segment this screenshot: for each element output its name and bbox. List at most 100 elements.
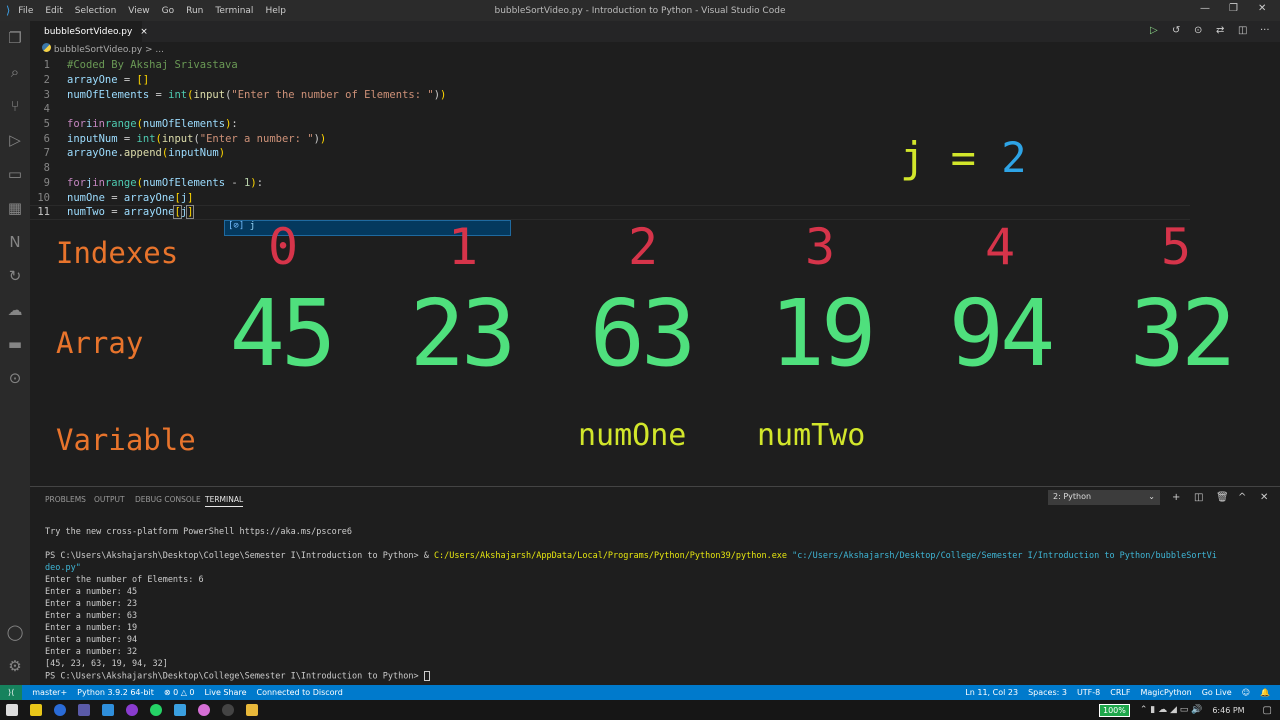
split-editor-icon[interactable]: ◫: [1238, 25, 1248, 36]
code-line: 1 #Coded By Akshaj Srivastava: [43, 59, 238, 72]
menu-file[interactable]: File: [18, 5, 34, 16]
go-live-icon[interactable]: ↺: [1172, 25, 1181, 36]
cursor-position[interactable]: Ln 11, Col 23: [965, 688, 1019, 697]
array-value-5: 32: [1129, 280, 1237, 387]
breadcrumb[interactable]: bubbleSortVideo.py > ...: [42, 43, 164, 55]
indentation[interactable]: Spaces: 3: [1028, 688, 1067, 697]
battery-indicator[interactable]: 100%: [1099, 703, 1130, 717]
num-two-label: numTwo: [757, 418, 866, 453]
go-live[interactable]: Go Live: [1201, 688, 1232, 697]
more-actions-icon[interactable]: ···: [1260, 25, 1270, 36]
equals-sign: =: [950, 133, 976, 182]
account-icon[interactable]: ◯: [6, 623, 24, 641]
tab-terminal[interactable]: TERMINAL: [205, 495, 244, 507]
menu-terminal[interactable]: Terminal: [215, 5, 254, 16]
maximize-button[interactable]: ❐: [1229, 3, 1238, 14]
n2-icon[interactable]: N: [9, 233, 21, 251]
obs-icon[interactable]: [222, 704, 234, 716]
remote-icon[interactable]: ⟩⟨: [0, 685, 23, 700]
feedback-icon[interactable]: ☺: [1241, 688, 1251, 697]
close-window-button[interactable]: ✕: [1258, 3, 1267, 14]
menu-view[interactable]: View: [128, 5, 150, 16]
code-line: 4: [43, 103, 50, 116]
menu-go[interactable]: Go: [161, 5, 175, 16]
language-mode[interactable]: MagicPython: [1140, 688, 1192, 697]
code-line: 7 arrayOne. append(inputNum): [43, 147, 226, 160]
system-tray-icons[interactable]: ⌃ ▮ ☁ ◢ ▭ 🔊: [1139, 705, 1203, 715]
cursor: [423, 671, 430, 681]
index-3: 3: [804, 218, 836, 276]
terminal-select-value: 2: Python: [1053, 492, 1092, 501]
terminal-line: Enter a number: 23: [45, 599, 138, 609]
itunes-icon[interactable]: [198, 704, 210, 716]
source-control-icon[interactable]: ⑂: [10, 97, 20, 115]
compare-icon[interactable]: ⇄: [1216, 25, 1225, 36]
extensions-icon[interactable]: ▦: [7, 199, 23, 217]
remote-explorer-icon[interactable]: ▭: [7, 165, 23, 183]
code-line: 3 numOfElements = int(input("Enter the nu…: [43, 88, 447, 101]
sticky-notes-icon[interactable]: [30, 704, 42, 716]
clock[interactable]: 6:46 PM: [1212, 705, 1245, 715]
menu-bar: File Edit Selection View Go Run Terminal Help: [18, 6, 298, 16]
live-share[interactable]: Live Share: [204, 688, 247, 697]
notifications-icon[interactable]: 🔔: [1260, 688, 1270, 697]
python-file-icon: [42, 43, 51, 52]
terminal-select[interactable]: 2: Python ⌄: [1048, 490, 1160, 505]
timeline-icon[interactable]: ⊙: [1194, 25, 1203, 36]
index-5: 5: [1160, 218, 1192, 276]
array-value-4: 94: [948, 280, 1056, 387]
windows-start-icon[interactable]: [6, 704, 18, 716]
indexes-label: Indexes: [56, 236, 179, 270]
menu-help[interactable]: Help: [265, 5, 286, 16]
index-4: 4: [984, 218, 1016, 276]
terminal-line: Try the new cross-platform PowerShell ht…: [45, 527, 353, 537]
git-branch[interactable]: master+: [32, 688, 68, 697]
settings-gear-icon[interactable]: ⚙: [8, 657, 22, 675]
app-icon[interactable]: [78, 704, 90, 716]
terminal-output[interactable]: Try the new cross-platform PowerShell ht…: [45, 527, 1217, 683]
index-1: 1: [447, 218, 479, 276]
tab-output[interactable]: OUTPUT: [94, 495, 125, 504]
search-icon[interactable]: ⌕: [10, 63, 20, 81]
phone-icon[interactable]: [174, 704, 186, 716]
python-interpreter[interactable]: Python 3.9.2 64-bit: [77, 688, 154, 697]
run-file-icon[interactable]: ▷: [1150, 25, 1158, 36]
autocomplete-suggestion[interactable]: [⊘] j: [224, 220, 511, 236]
split-terminal-icon[interactable]: ◫: [1194, 492, 1204, 503]
firefox-icon[interactable]: [54, 704, 66, 716]
close-tab-icon[interactable]: ×: [140, 26, 148, 37]
code-line: 6 inputNum = int(input("Enter a number: …: [43, 132, 327, 145]
code-line: 2 arrayOne = []: [43, 74, 150, 87]
menu-selection[interactable]: Selection: [74, 5, 117, 16]
folder-icon[interactable]: ▬: [7, 335, 23, 353]
terminal-line: [45, 23, 63, 19, 94, 32]: [45, 659, 168, 669]
close-panel-icon[interactable]: ✕: [1260, 492, 1269, 503]
action-center-icon[interactable]: ▢: [1262, 704, 1272, 716]
minimize-button[interactable]: —: [1200, 3, 1210, 14]
maximize-panel-icon[interactable]: ^: [1238, 492, 1247, 503]
explorer-icon[interactable]: ❐: [8, 29, 22, 47]
tab-debug-console[interactable]: DEBUG CONSOLE: [135, 495, 201, 504]
file-explorer-icon[interactable]: [246, 704, 258, 716]
docker-icon[interactable]: ☁: [7, 301, 23, 319]
terminal-line: deo.py": [45, 563, 81, 573]
line-ending[interactable]: CRLF: [1110, 688, 1131, 697]
discord-status[interactable]: Connected to Discord: [256, 688, 343, 697]
live-share-icon[interactable]: ↻: [8, 267, 22, 285]
menu-edit[interactable]: Edit: [45, 5, 63, 16]
timeline-icon[interactable]: ⊙: [8, 369, 22, 387]
vscode-icon[interactable]: [102, 704, 114, 716]
menu-run[interactable]: Run: [186, 5, 204, 16]
code-editor[interactable]: 1 #Coded By Akshaj Srivastava 2 arrayOne =…: [30, 58, 1190, 220]
tab-bubblesortvideo[interactable]: bubbleSortVideo.py ×: [30, 21, 148, 42]
chevron-down-icon: ⌄: [1148, 492, 1155, 501]
problems-count[interactable]: ⊗ 0 △ 0: [163, 688, 195, 697]
run-debug-icon[interactable]: ▷: [9, 131, 21, 149]
tab-problems[interactable]: PROBLEMS: [45, 495, 86, 504]
new-terminal-icon[interactable]: +: [1172, 492, 1181, 503]
whatsapp-icon[interactable]: [150, 704, 162, 716]
variable-icon: [⊘]: [228, 221, 245, 231]
kill-terminal-icon[interactable]: 🗑: [1216, 492, 1229, 503]
encoding[interactable]: UTF-8: [1076, 688, 1101, 697]
github-icon[interactable]: [126, 704, 138, 716]
